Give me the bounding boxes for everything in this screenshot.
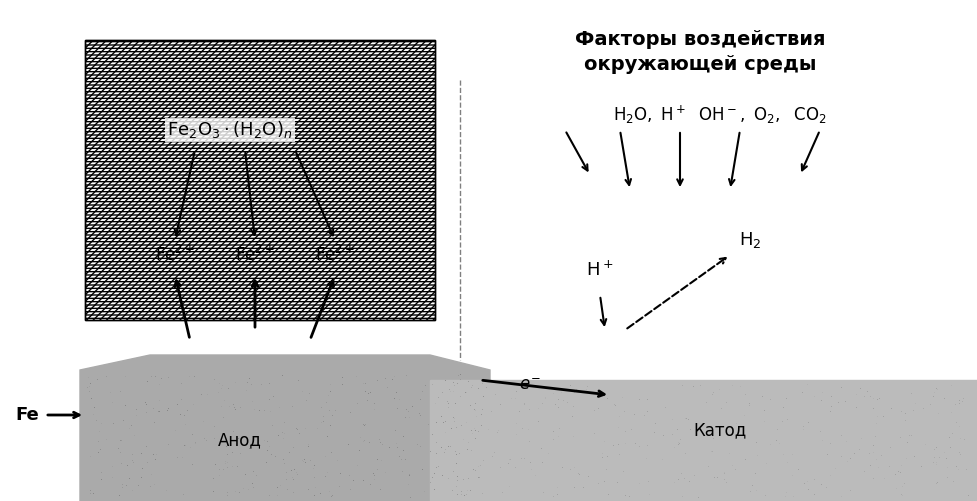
Bar — [85, 40, 435, 320]
Text: Факторы воздействия
окружающей среды: Факторы воздействия окружающей среды — [574, 30, 826, 74]
Text: $\mathrm{H^+}$: $\mathrm{H^+}$ — [586, 261, 614, 280]
Text: $e^{-}$: $e^{-}$ — [519, 376, 541, 394]
Polygon shape — [80, 355, 490, 501]
Text: $\mathrm{Fe^{2+}}$: $\mathrm{Fe^{2+}}$ — [234, 245, 276, 265]
Text: $\mathrm{Fe^{2+}}$: $\mathrm{Fe^{2+}}$ — [155, 245, 195, 265]
Text: Fe: Fe — [15, 406, 39, 424]
Text: $\mathrm{Fe_2O_3 \cdot (H_2O)_{\it{n}}}$: $\mathrm{Fe_2O_3 \cdot (H_2O)_{\it{n}}}$ — [167, 120, 293, 140]
Text: $\mathrm{Fe^{2+}}$: $\mathrm{Fe^{2+}}$ — [315, 245, 355, 265]
Text: Анод: Анод — [218, 431, 262, 449]
Text: $\mathrm{H_2}$: $\mathrm{H_2}$ — [739, 230, 761, 250]
Text: Катод: Катод — [694, 421, 746, 439]
Text: $\mathrm{H_2O,\ H^+\ \ OH^-,\ O_2,\ \ CO_2}$: $\mathrm{H_2O,\ H^+\ \ OH^-,\ O_2,\ \ CO… — [613, 104, 827, 126]
Polygon shape — [430, 380, 977, 501]
Bar — [85, 40, 435, 320]
